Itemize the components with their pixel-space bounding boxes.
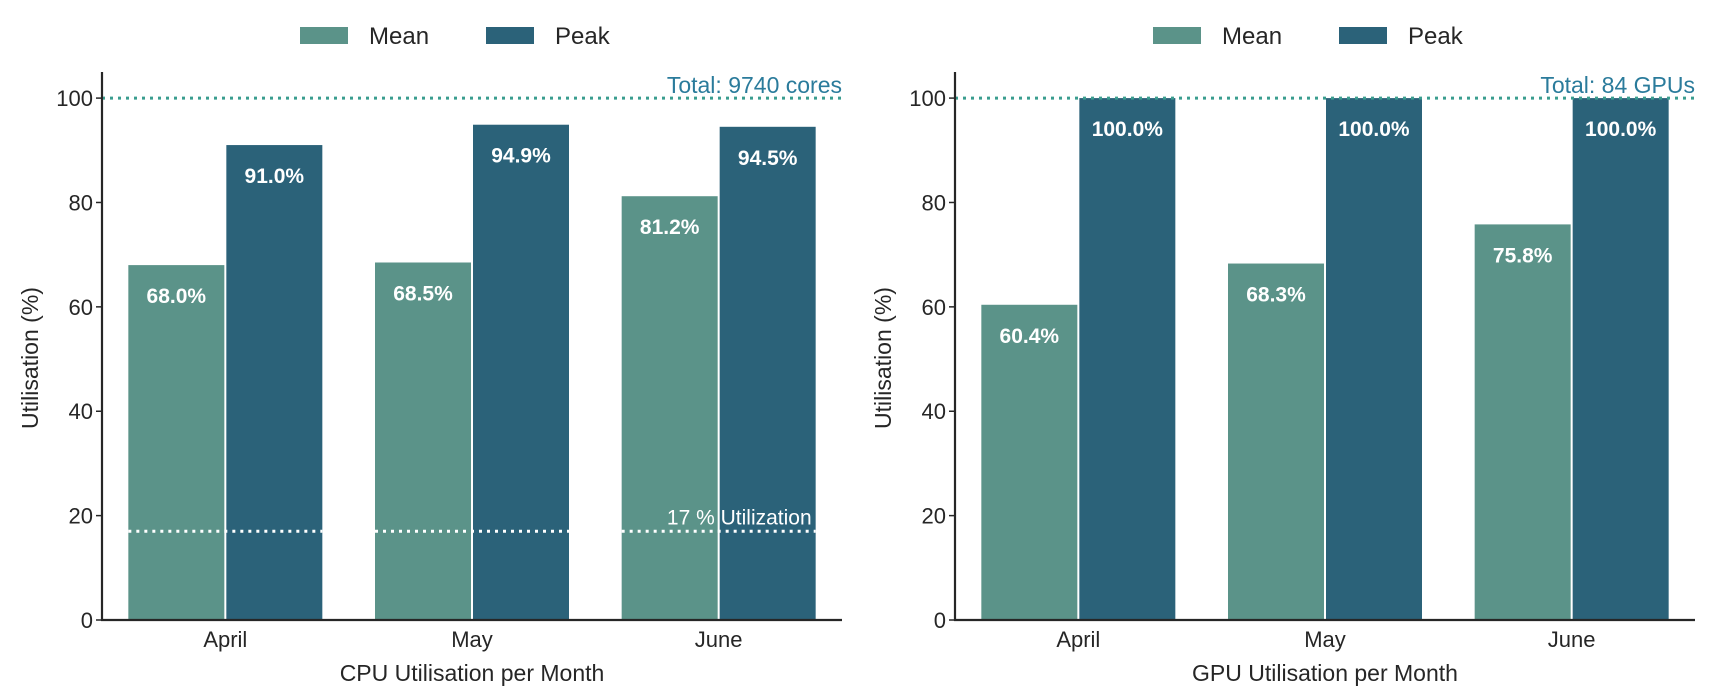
chart1-bar-mean-june <box>621 196 718 621</box>
chart2-x-tick-label-april: April <box>1056 627 1100 652</box>
chart1-bar-label-mean-june: 81.2% <box>640 216 700 239</box>
chart2-y-tick-label: 60 <box>922 295 946 320</box>
chart2-bar-label-mean-june: 75.8% <box>1493 244 1553 267</box>
chart1-legend-swatch-peak <box>486 27 534 44</box>
chart2-y-tick-label: 0 <box>934 608 946 633</box>
chart1-bar-peak-april <box>226 145 323 621</box>
chart1-bar-label-peak-may: 94.9% <box>491 145 551 168</box>
chart2-legend-swatch-mean <box>1153 27 1201 44</box>
chart2-bar-mean-may <box>1228 263 1324 620</box>
chart1-y-tick-label: 80 <box>69 190 93 215</box>
chart1-y-tick-label: 0 <box>81 608 93 633</box>
chart1-bar-peak-june <box>719 126 816 621</box>
chart2-bar-peak-may <box>1326 98 1422 621</box>
chart1-total-label: Total: 9740 cores <box>667 72 842 98</box>
chart1-y-tick-label: 20 <box>69 504 93 529</box>
chart1-reference-line-label: 17 % Utilization <box>667 506 812 529</box>
chart2-y-tick-label: 80 <box>922 190 946 215</box>
chart1-y-tick-label: 100 <box>56 86 93 111</box>
chart2-bar-label-mean-may: 68.3% <box>1246 284 1306 307</box>
chart2-bar-label-peak-may: 100.0% <box>1338 118 1410 141</box>
chart2-total-label: Total: 84 GPUs <box>1540 72 1695 98</box>
chart1-x-tick-label-may: May <box>451 627 493 652</box>
chart1-legend-swatch-mean <box>300 27 348 44</box>
chart2-bar-peak-june <box>1572 98 1669 621</box>
chart2-bar-mean-june <box>1474 224 1571 621</box>
chart1-legend-label-peak: Peak <box>555 23 611 50</box>
chart1-bar-label-mean-may: 68.5% <box>393 282 453 305</box>
chart1-x-tick-label-june: June <box>695 627 743 652</box>
chart2-y-tick-label: 100 <box>909 86 946 111</box>
chart2-legend-swatch-peak <box>1339 27 1387 44</box>
chart1-bar-label-peak-april: 91.0% <box>245 165 305 188</box>
chart1-bar-mean-april <box>128 265 225 620</box>
chart2-bar-peak-april <box>1079 98 1176 621</box>
chart2-bar-mean-april <box>981 304 1078 620</box>
chart2-x-tick-label-june: June <box>1548 627 1596 652</box>
chart2-bar-label-mean-april: 60.4% <box>1000 325 1060 348</box>
chart2-x-tick-label-may: May <box>1304 627 1346 652</box>
chart1-y-tick-label: 60 <box>69 295 93 320</box>
chart1-x-tick-label-april: April <box>203 627 247 652</box>
chart1-bar-peak-may <box>473 124 569 621</box>
chart2-y-tick-label: 20 <box>922 504 946 529</box>
chart1-legend-label-mean: Mean <box>369 23 429 50</box>
chart2-bar-label-peak-june: 100.0% <box>1585 118 1657 141</box>
chart1-bar-label-mean-april: 68.0% <box>147 285 207 308</box>
chart2-legend-label-mean: Mean <box>1222 23 1282 50</box>
chart1-bar-label-peak-june: 94.5% <box>738 147 798 170</box>
chart2-y-axis-label: Utilisation (%) <box>870 287 896 429</box>
chart2-y-tick-label: 40 <box>922 399 946 424</box>
chart1-y-tick-label: 40 <box>69 399 93 424</box>
chart1-x-axis-label: CPU Utilisation per Month <box>340 660 605 686</box>
chart1-y-axis-label: Utilisation (%) <box>17 287 43 429</box>
chart2-x-axis-label: GPU Utilisation per Month <box>1192 660 1458 686</box>
chart2-bar-label-peak-april: 100.0% <box>1092 118 1164 141</box>
chart1-bar-mean-may <box>375 262 471 620</box>
chart2-legend-label-peak: Peak <box>1408 23 1464 50</box>
